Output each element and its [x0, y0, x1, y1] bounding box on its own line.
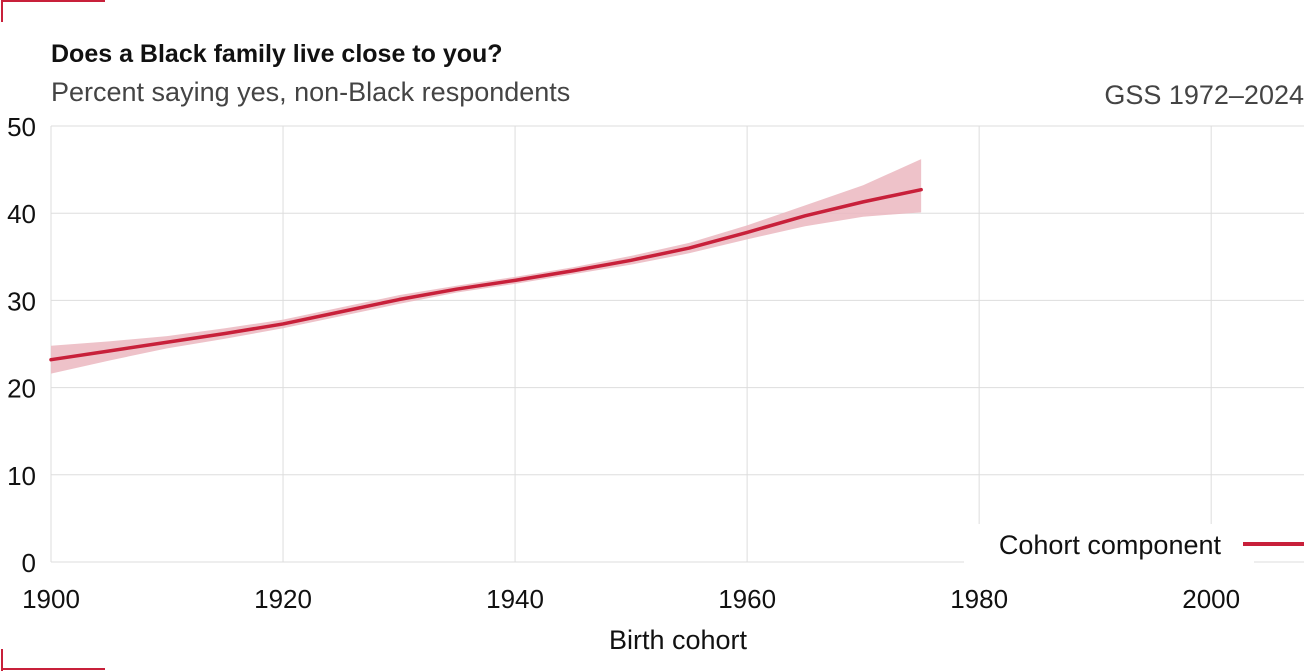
x-tick-label: 1900: [22, 584, 80, 614]
confidence-band: [51, 159, 922, 374]
x-tick-label: 1940: [486, 584, 544, 614]
legend: Cohort component: [964, 524, 1304, 566]
x-tick-label: 1960: [718, 584, 776, 614]
series-lines: [49, 187, 923, 362]
x-axis-title: Birth cohort: [609, 625, 748, 655]
chart-subtitle: Percent saying yes, non-Black respondent…: [51, 77, 570, 107]
grid-lines: [50, 125, 1304, 563]
x-tick-label: 1980: [950, 584, 1008, 614]
y-tick-label: 0: [22, 548, 36, 578]
legend-background: [964, 524, 1254, 566]
confidence-band-group: [51, 159, 922, 374]
y-tick-label: 40: [7, 199, 36, 229]
y-tick-label: 50: [7, 112, 36, 142]
legend-label: Cohort component: [999, 530, 1222, 560]
x-tick-label: 1920: [254, 584, 312, 614]
y-tick-label: 30: [7, 286, 36, 316]
chart-source: GSS 1972–2024: [1104, 80, 1304, 110]
y-tick-label: 20: [7, 374, 36, 404]
chart-title: Does a Black family live close to you?: [51, 40, 503, 68]
y-tick-label: 10: [7, 461, 36, 491]
series-line: [49, 187, 923, 362]
x-axis-ticks: 1900 1920 1940 1960 1980 2000: [22, 584, 1240, 614]
corner-mark-bottom-left: [1, 649, 105, 671]
y-axis-ticks: 0 10 20 30 40 50: [7, 112, 36, 578]
corner-mark-top-left: [1, 0, 105, 22]
x-tick-label: 2000: [1182, 584, 1240, 614]
